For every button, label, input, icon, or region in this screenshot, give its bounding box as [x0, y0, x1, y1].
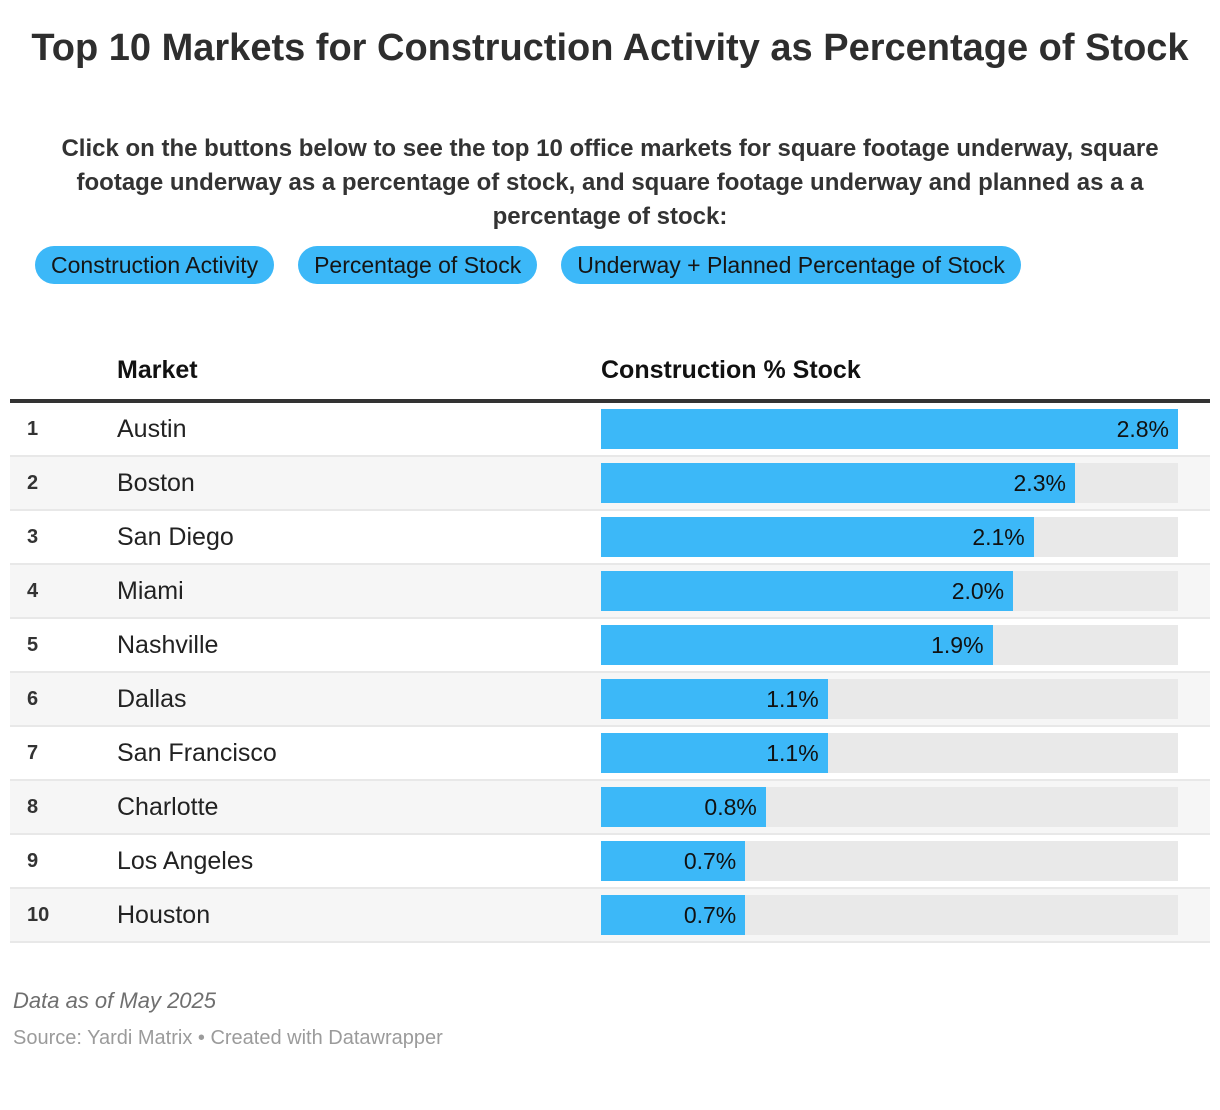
bar-track: 2.0% [601, 571, 1178, 611]
bar-value-label: 1.1% [766, 739, 819, 766]
row-rank: 3 [27, 525, 39, 548]
bar-fill: 2.3% [601, 463, 1075, 503]
bar-value-label: 0.7% [683, 847, 737, 874]
bar-track: 1.1% [601, 679, 1178, 719]
table-row: 9 Los Angeles 0.7% [10, 835, 1210, 889]
row-rank: 9 [27, 849, 39, 872]
row-market: Los Angeles [117, 846, 254, 875]
row-rank: 1 [27, 417, 39, 440]
bar-fill: 0.7% [601, 841, 746, 881]
bar-track: 2.1% [601, 517, 1178, 557]
bar-track: 2.8% [601, 409, 1178, 449]
bar-fill: 0.8% [601, 787, 766, 827]
markets-table: Market Construction % Stock 1 Austin 2.8… [10, 348, 1210, 943]
row-market: San Diego [117, 522, 234, 551]
bar-value-label: 1.1% [766, 685, 819, 712]
data-as-of-note: Data as of May 2025 [13, 988, 217, 1013]
bar-track: 0.7% [601, 841, 1178, 881]
table-row: 10 Houston 0.7% [10, 889, 1210, 943]
value-column-header: Construction % Stock [601, 356, 861, 384]
tab-percentage-of-stock[interactable]: Percentage of Stock [298, 246, 538, 284]
row-rank: 10 [27, 903, 50, 926]
row-market: Austin [117, 414, 187, 443]
bar-value-label: 0.8% [704, 793, 757, 820]
bar-fill: 1.9% [601, 625, 993, 665]
row-rank: 8 [27, 795, 39, 818]
row-market: Dallas [117, 684, 187, 713]
bar-value-label: 2.0% [951, 577, 1005, 604]
row-rank: 5 [27, 633, 39, 656]
button-row: Construction Activity Percentage of Stoc… [35, 246, 1220, 284]
row-market: Miami [117, 576, 184, 605]
table-row: 5 Nashville 1.9% [10, 619, 1210, 673]
row-market: Houston [117, 900, 211, 929]
table-row: 7 San Francisco 1.1% [10, 727, 1210, 781]
bar-track: 1.1% [601, 733, 1178, 773]
bar-value-label: 2.1% [972, 523, 1025, 550]
row-market: Charlotte [117, 792, 219, 821]
bar-fill: 1.1% [601, 733, 828, 773]
bar-fill: 2.8% [601, 409, 1178, 449]
table-row: 3 San Diego 2.1% [10, 511, 1210, 565]
row-rank: 7 [27, 741, 39, 764]
header-divider-rule [10, 399, 1210, 403]
source-line: Source: Yardi Matrix • Created with Data… [13, 1027, 443, 1049]
bar-track: 0.7% [601, 895, 1178, 935]
bar-value-label: 0.7% [683, 901, 737, 928]
row-market: San Francisco [117, 738, 277, 767]
bar-track: 2.3% [601, 463, 1178, 503]
bar-value-label: 2.3% [1013, 469, 1066, 496]
table-row: 2 Boston 2.3% [10, 457, 1210, 511]
row-market: Boston [117, 468, 195, 497]
table-row: 4 Miami 2.0% [10, 565, 1210, 619]
table-row: 6 Dallas 1.1% [10, 673, 1210, 727]
market-column-header: Market [117, 356, 198, 384]
chart-footer: Data as of May 2025 Source: Yardi Matrix… [13, 988, 1220, 1050]
row-rank: 4 [27, 579, 39, 602]
bar-value-label: 2.8% [1116, 415, 1169, 442]
row-rank: 2 [27, 471, 39, 494]
table-row: 8 Charlotte 0.8% [10, 781, 1210, 835]
bar-fill: 1.1% [601, 679, 828, 719]
row-market: Nashville [117, 630, 219, 659]
bar-value-label: 1.9% [931, 631, 984, 658]
bar-fill: 0.7% [601, 895, 746, 935]
bar-fill: 2.1% [601, 517, 1034, 557]
row-rank: 6 [27, 687, 39, 710]
table-row: 1 Austin 2.8% [10, 403, 1210, 457]
bar-fill: 2.0% [601, 571, 1014, 611]
chart-description: Click on the buttons below to see the to… [61, 135, 1159, 230]
table-body: 1 Austin 2.8% 2 Boston 2.3% 3 San Diego … [10, 403, 1210, 943]
tab-underway-planned-percentage-of-stock[interactable]: Underway + Planned Percentage of Stock [561, 246, 1021, 284]
bar-track: 1.9% [601, 625, 1178, 665]
chart-title: Top 10 Markets for Construction Activity… [31, 27, 1189, 69]
table-header-row: Market Construction % Stock [10, 348, 1210, 399]
bar-track: 0.8% [601, 787, 1178, 827]
tab-construction-activity[interactable]: Construction Activity [35, 246, 275, 284]
